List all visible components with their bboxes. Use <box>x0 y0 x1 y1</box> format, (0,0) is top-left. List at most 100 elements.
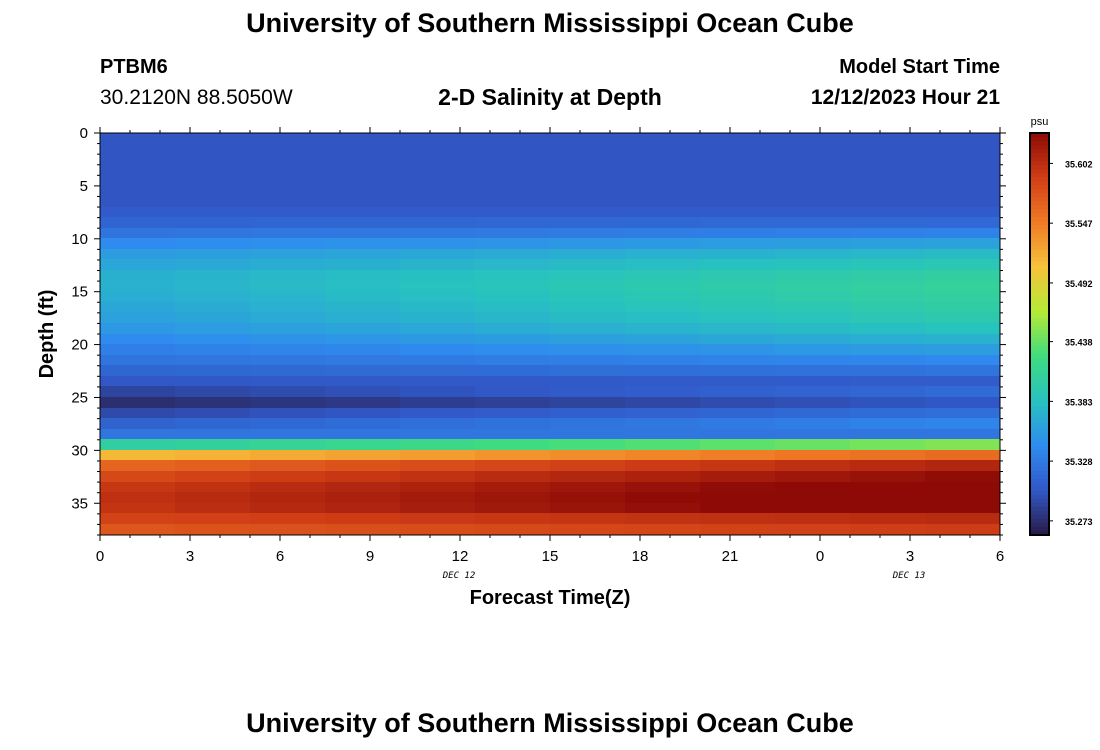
heatmap-cell <box>925 482 1000 493</box>
heatmap-cell <box>250 228 325 239</box>
heatmap-cell <box>700 376 775 387</box>
y-tick-label: 5 <box>80 178 88 195</box>
heatmap-cell <box>175 365 250 377</box>
heatmap-cell <box>925 238 1000 250</box>
heatmap-cell <box>400 259 475 271</box>
colorbar-segment <box>1030 213 1049 219</box>
heatmap-cell <box>850 164 925 176</box>
heatmap-cell <box>550 492 625 504</box>
heatmap-cell <box>475 133 550 144</box>
heatmap-cell <box>475 312 550 324</box>
colorbar-segment <box>1030 145 1049 150</box>
heatmap-cell <box>325 291 400 303</box>
heatmap-cell <box>700 302 775 313</box>
heatmap-cell <box>550 450 625 461</box>
heatmap-cell <box>100 185 175 197</box>
heatmap-cell <box>475 344 550 356</box>
plot-title: 2-D Salinity at Depth <box>438 84 662 110</box>
heatmap-cell <box>775 365 850 377</box>
colorbar-segment <box>1030 165 1049 170</box>
heatmap-cell <box>100 492 175 504</box>
x-tick-label: 6 <box>276 548 284 565</box>
colorbar-segment <box>1030 458 1049 464</box>
heatmap-cell <box>175 408 250 419</box>
heatmap-cell <box>925 408 1000 419</box>
colorbar-segment <box>1030 241 1049 247</box>
heatmap-cell <box>775 207 850 218</box>
heatmap-cell <box>250 429 325 440</box>
heatmap-cell <box>400 154 475 165</box>
heatmap-cell <box>400 228 475 239</box>
heatmap-cell <box>775 492 850 504</box>
heatmap-cell <box>700 270 775 282</box>
heatmap-cell <box>475 302 550 313</box>
heatmap-cell <box>550 154 625 165</box>
heatmap-cell <box>475 513 550 525</box>
heatmap-cell <box>100 217 175 229</box>
heatmap-cell <box>100 503 175 514</box>
heatmap-cell <box>175 154 250 165</box>
colorbar-segment <box>1030 390 1049 395</box>
heatmap-cell <box>400 492 475 504</box>
heatmap-cell <box>925 344 1000 356</box>
heatmap-cell <box>775 397 850 409</box>
heatmap-cell <box>325 196 400 208</box>
heatmap-cell <box>850 429 925 440</box>
colorbar-segment <box>1030 522 1049 528</box>
colorbar-tick-label: 35.383 <box>1065 397 1093 407</box>
heatmap-cell <box>775 355 850 366</box>
heatmap-cell <box>850 513 925 525</box>
heatmap-cell <box>550 397 625 409</box>
heatmap-cell <box>550 524 625 535</box>
colorbar-segment <box>1030 474 1049 480</box>
heatmap-cell <box>625 270 700 282</box>
y-tick-label: 0 <box>80 125 88 142</box>
heatmap-cell <box>550 291 625 303</box>
colorbar-segment <box>1030 217 1049 223</box>
salinity-chart: 0 3 6 9 12 15 18 21 0 3 6 DEC 12 DEC 13 Forecast Time… <box>36 116 1093 609</box>
colorbar-segment <box>1030 334 1049 339</box>
colorbar-segment <box>1030 201 1049 206</box>
heatmap-cell <box>700 312 775 324</box>
heatmap-cell <box>925 355 1000 366</box>
heatmap-cell <box>400 175 475 186</box>
heatmap-cell <box>250 323 325 334</box>
heatmap-cell <box>925 302 1000 313</box>
heatmap-cell <box>175 450 250 461</box>
heatmap-cell <box>475 143 550 155</box>
heatmap-cell <box>475 355 550 366</box>
heatmap-cell <box>325 408 400 419</box>
heatmap-cell <box>625 143 700 155</box>
colorbar-segment <box>1030 245 1049 251</box>
heatmap-cell <box>700 196 775 208</box>
heatmap-cell <box>775 439 850 451</box>
x-tick-label: 15 <box>542 548 559 565</box>
x-tick-label: 21 <box>722 548 739 565</box>
heatmap-cell <box>700 281 775 292</box>
heatmap-cell <box>175 164 250 176</box>
heatmap-cell <box>925 228 1000 239</box>
colorbar-segment <box>1030 189 1049 194</box>
colorbar-segment <box>1030 470 1049 476</box>
y-tick-label: 10 <box>71 231 88 248</box>
colorbar-segment <box>1030 137 1049 142</box>
heatmap-cell <box>100 450 175 461</box>
colorbar-segment <box>1030 402 1049 407</box>
colorbar-segment <box>1030 181 1049 186</box>
heatmap-cell <box>625 228 700 239</box>
colorbar-segment <box>1030 173 1049 178</box>
heatmap-cell <box>175 482 250 493</box>
heatmap-cell <box>175 418 250 430</box>
heatmap-cell <box>175 196 250 208</box>
heatmap-cell <box>700 408 775 419</box>
colorbar-tick-label: 35.602 <box>1065 159 1093 169</box>
model-start-value: 12/12/2023 Hour 21 <box>810 86 1000 109</box>
colorbar-segment <box>1030 502 1049 508</box>
heatmap-cell <box>325 270 400 282</box>
heatmap-cell <box>325 143 400 155</box>
heatmap-cell <box>400 429 475 440</box>
heatmap-cell <box>250 249 325 260</box>
heatmap-cell <box>100 344 175 356</box>
colorbar-segment <box>1030 374 1049 379</box>
colorbar-segment <box>1030 410 1049 415</box>
